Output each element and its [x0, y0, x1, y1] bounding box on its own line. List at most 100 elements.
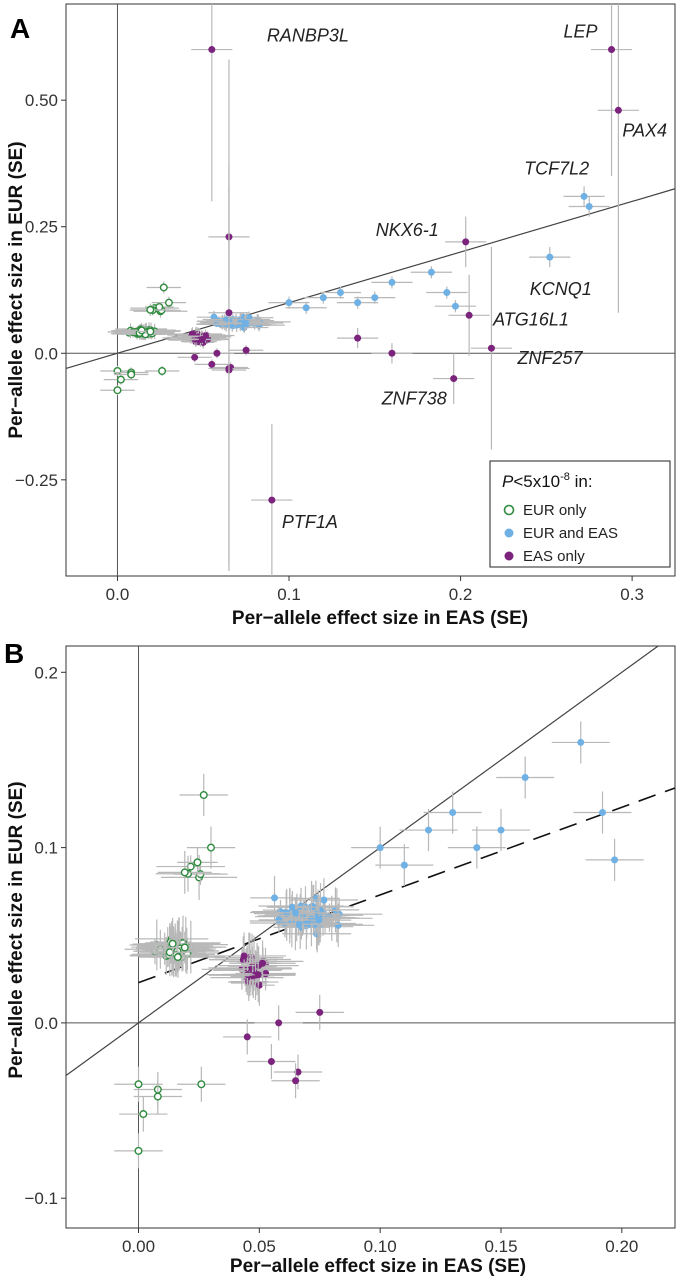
- panel-a-identity-line: [65, 188, 676, 370]
- panel-b-point: [202, 932, 287, 980]
- panel-a-marker-eur-only: [113, 386, 122, 395]
- panel-b-marker-eas-only: [255, 981, 263, 989]
- panel-b-marker-eur-and-eas: [334, 921, 342, 929]
- panel-a-point: [251, 424, 293, 576]
- panel-a-x-tick-label: 0.2: [449, 585, 473, 604]
- panel-a-x-axis-label: Per−allele effect size in EAS (SE): [232, 608, 528, 629]
- panel-b-identity-line: [65, 645, 659, 1076]
- panel-a-y-axis-label: Per−allele effect size in EUR (SE): [6, 141, 27, 438]
- panel-a-point: [426, 286, 468, 299]
- panel-a-marker-eur-and-eas: [371, 294, 379, 302]
- panel-b-marker-eur-only: [134, 1080, 143, 1089]
- panel-b-y-axis-label: Per−allele effect size in EUR (SE): [6, 781, 27, 1078]
- panel-a-point: [114, 369, 149, 380]
- panel-b-x-tick-label: 0.15: [484, 1237, 517, 1256]
- panel-b-point: [289, 878, 359, 922]
- panel-b-x-axis-label: Per−allele effect size in EAS (SE): [230, 1256, 526, 1277]
- panel-b-marker-eur-and-eas: [309, 902, 317, 910]
- panel-b-point: [179, 773, 228, 817]
- panel-a-marker-eas-only: [208, 46, 216, 54]
- panel-a-point: [448, 274, 490, 356]
- panel-a-point: [144, 365, 180, 377]
- panel-a-point: [103, 374, 139, 385]
- panel-b-marker-eur-only: [206, 843, 215, 852]
- panel-a-point: [590, 4, 633, 177]
- legend-title-exponent: -8: [560, 471, 570, 483]
- panel-b-marker-eas-only: [292, 1077, 300, 1085]
- panel-a-marker-eur-only: [158, 366, 167, 375]
- panel-a-point: [194, 359, 229, 370]
- panel-b-x-tick-label: 0.20: [605, 1237, 638, 1256]
- legend-box: [489, 460, 671, 568]
- panel-a-x-ticks: 0.0 0.1 0.2 0.3: [106, 576, 644, 604]
- panel-b-marker-eur-and-eas: [521, 773, 529, 781]
- panel-b-x-tick-label: 0.10: [364, 1237, 397, 1256]
- panel-a-point: [137, 326, 163, 337]
- gene-annotation-label: TCF7L2: [524, 158, 589, 178]
- panel-b-point: [351, 826, 410, 869]
- panel-b-marker-eur-and-eas: [376, 844, 384, 852]
- panel-a-marker-eas-only: [225, 309, 233, 317]
- legend: P<5x10-8 in: EUR only EUR and EAS EAS on…: [489, 460, 671, 568]
- panel-a-marker-eur-and-eas: [388, 278, 396, 286]
- panel-b-point: [496, 756, 555, 799]
- panel-a-marker-eur-only: [159, 283, 168, 292]
- panel-a-marker-eur-and-eas: [242, 320, 250, 328]
- panel-a-marker-eur-and-eas: [585, 202, 593, 210]
- panel-a-point: [131, 303, 170, 317]
- panel-a-marker-eas-only: [242, 346, 250, 354]
- legend-title-p: P: [502, 472, 514, 491]
- panel-b-marker-eur-and-eas: [275, 916, 283, 924]
- panel-b-marker-eur-and-eas: [292, 909, 300, 917]
- legend-marker-eur-only: [503, 504, 515, 516]
- legend-title-in: in:: [570, 472, 593, 491]
- panel-b-points: [114, 721, 644, 1169]
- panel-a-marker-eur-and-eas: [302, 304, 310, 312]
- panel-b-point: [585, 838, 644, 881]
- panel-a-point: [285, 301, 327, 314]
- panel-a-point: [445, 216, 487, 268]
- panel-b-y-tick-label: 0.1: [34, 839, 58, 858]
- panel-b-y-tick-label: −0.1: [24, 1189, 58, 1208]
- panel-b-marker-eur-and-eas: [271, 894, 279, 902]
- panel-b-point: [472, 809, 530, 852]
- gene-annotation-label: NKX6-1: [376, 220, 439, 240]
- panel-b-point: [149, 939, 207, 975]
- panel-a-marker-eur-and-eas: [580, 192, 588, 200]
- panel-a-marker-eur-only: [146, 305, 155, 314]
- panel-b-point: [286, 894, 352, 946]
- panel-b-x-tick-label: 0.05: [243, 1237, 276, 1256]
- panel-a-points: [100, 4, 639, 576]
- panel-a-point: [470, 246, 513, 450]
- panel-b-point: [223, 1019, 272, 1055]
- panel-b-x-ticks: 0.00 0.05 0.10 0.15 0.20: [122, 1228, 638, 1256]
- panel-a-marker-eur-only: [116, 375, 125, 384]
- panel-a-marker-eas-only: [487, 344, 495, 352]
- gene-annotation-label: ZNF738: [381, 389, 447, 409]
- panel-b-marker-eur-and-eas: [295, 920, 303, 928]
- panel-a-point: [177, 352, 212, 363]
- panel-a-y-tick-label: 0.0: [34, 344, 58, 363]
- panel-b-y-tick-label: 0.0: [34, 1014, 58, 1033]
- panel-a-point: [337, 296, 379, 309]
- panel-b-marker-eur-and-eas: [449, 809, 457, 817]
- panel-a-marker-eas-only: [450, 375, 458, 383]
- panel-b-point: [273, 1054, 323, 1090]
- panel-b-point: [167, 931, 203, 964]
- panel-b-marker-eur-only: [193, 858, 202, 867]
- panel-a-point: [410, 266, 452, 279]
- panel-b-regression-line: [138, 787, 676, 984]
- panel-b-marker-eur-and-eas: [611, 856, 619, 864]
- panel-a-point: [146, 281, 181, 294]
- panel-b-point: [263, 899, 328, 927]
- panel-b-marker-eur-only: [180, 943, 189, 952]
- panel-b-point: [423, 791, 482, 834]
- panel-a-marker-eur-and-eas: [443, 289, 451, 297]
- panel-b-marker-eas-only: [240, 952, 248, 960]
- legend-label-eur-and-eas: EUR and EAS: [523, 525, 618, 542]
- legend-label-eas-only: EAS only: [523, 548, 585, 565]
- legend-marker-eur-and-eas: [504, 528, 514, 538]
- panel-b-marker-eur-only: [139, 1110, 148, 1119]
- panel-b-marker-eas-only: [267, 1057, 275, 1065]
